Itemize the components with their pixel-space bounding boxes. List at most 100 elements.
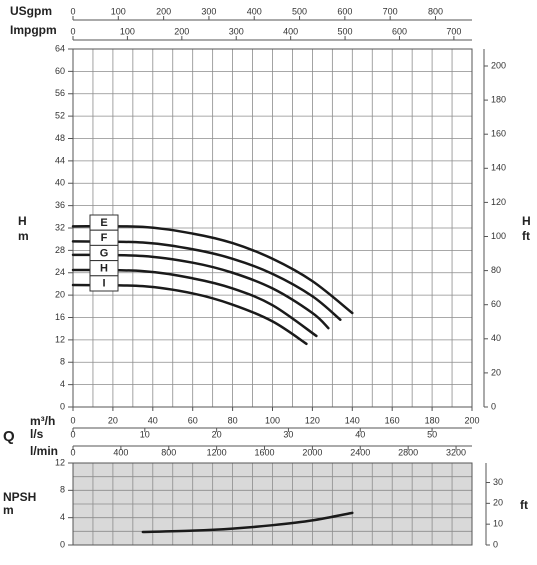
x-tick-label: 140 [345,415,360,425]
curve [71,240,342,321]
curve [71,253,330,330]
curve [141,511,354,534]
secondary-tick-label: 100 [111,6,126,16]
legend-label: H [100,263,108,275]
y2-tick-label: 100 [491,231,506,241]
y-tick-label: 4 [60,512,65,522]
y-tick-label: 16 [55,312,65,322]
y2-tick-label: 180 [491,94,506,104]
secondary-tick-label: 1600 [255,447,275,457]
npsh-ft-unit: ft [520,498,528,512]
secondary-tick-label: 2000 [302,447,322,457]
usgpm-label: USgpm [10,4,52,18]
ls-label: l/s [30,427,44,441]
x-tick-label: 20 [108,415,118,425]
secondary-tick-label: 1200 [207,447,227,457]
secondary-tick-label: 200 [156,6,171,16]
secondary-tick-label: 600 [392,26,407,36]
secondary-tick-label: 200 [174,26,189,36]
secondary-tick-label: 2400 [350,447,370,457]
curve [71,224,354,315]
y-tick-label: 44 [55,155,65,165]
y2-tick-label: 80 [491,265,501,275]
secondary-tick-label: 3200 [446,447,466,457]
x-tick-label: 120 [305,415,320,425]
secondary-tick-label: 40 [355,429,365,439]
y-tick-label: 4 [60,379,65,389]
npsh-unit: m [3,503,14,517]
y-tick-label: 8 [60,485,65,495]
x-tick-label: 160 [385,415,400,425]
curve [71,268,318,338]
y2-tick-label: 160 [491,129,506,139]
y2-axis-unit: ft [522,229,530,243]
secondary-tick-label: 800 [428,6,443,16]
y-tick-label: 0 [60,401,65,411]
secondary-tick-label: 800 [161,447,176,457]
secondary-tick-label: 700 [446,26,461,36]
legend-label: F [101,232,108,244]
secondary-tick-label: 600 [337,6,352,16]
secondary-tick-label: 30 [283,429,293,439]
secondary-tick-label: 300 [229,26,244,36]
secondary-tick-label: 700 [383,6,398,16]
y-tick-label: 32 [55,222,65,232]
y-axis-label: H [18,214,27,228]
plot-frame [72,462,473,546]
secondary-tick-label: 400 [113,447,128,457]
secondary-tick-label: 0 [70,26,75,36]
x-tick-label: 180 [425,415,440,425]
y2-tick-label: 20 [493,498,503,508]
curve [71,283,308,346]
x-tick-label: 100 [265,415,280,425]
y-tick-label: 40 [55,178,65,188]
legend-box [89,275,119,292]
secondary-tick-label: 500 [338,26,353,36]
x-unit: m³/h [30,414,55,428]
secondary-tick-label: 0 [70,429,75,439]
secondary-tick-label: 50 [427,429,437,439]
y2-tick-label: 40 [491,333,501,343]
y-tick-label: 64 [55,43,65,53]
y2-tick-label: 10 [493,519,503,529]
legend-label: I [102,278,105,290]
y-tick-label: 8 [60,357,65,367]
x-tick-label: 40 [148,415,158,425]
y-tick-label: 60 [55,66,65,76]
x-tick-label: 60 [188,415,198,425]
y-tick-label: 48 [55,133,65,143]
legend-label: G [100,247,109,259]
x-tick-label: 0 [70,415,75,425]
secondary-tick-label: 300 [201,6,216,16]
y-tick-label: 20 [55,290,65,300]
impgpm-label: Impgpm [10,23,57,37]
secondary-tick-label: 500 [292,6,307,16]
secondary-tick-label: 2800 [398,447,418,457]
y2-tick-label: 140 [491,163,506,173]
secondary-tick-label: 10 [140,429,150,439]
secondary-tick-label: 20 [212,429,222,439]
secondary-tick-label: 100 [120,26,135,36]
legend-label: E [100,217,107,229]
y-tick-label: 52 [55,111,65,121]
y-tick-label: 12 [55,334,65,344]
x-axis-label: Q [3,428,15,445]
y-tick-label: 0 [60,539,65,549]
y2-tick-label: 200 [491,60,506,70]
secondary-tick-label: 0 [70,6,75,16]
y-tick-label: 56 [55,88,65,98]
x-tick-label: 200 [464,415,479,425]
y-tick-label: 28 [55,245,65,255]
y2-tick-label: 120 [491,197,506,207]
lmin-label: l/min [30,444,58,458]
y-tick-label: 12 [55,457,65,467]
y-tick-label: 24 [55,267,65,277]
y2-tick-label: 20 [491,367,501,377]
y2-tick-label: 30 [493,477,503,487]
y-tick-label: 36 [55,200,65,210]
y2-tick-label: 0 [491,401,496,411]
x-tick-label: 80 [228,415,238,425]
npsh-label: NPSH [3,490,36,504]
secondary-tick-label: 400 [247,6,262,16]
